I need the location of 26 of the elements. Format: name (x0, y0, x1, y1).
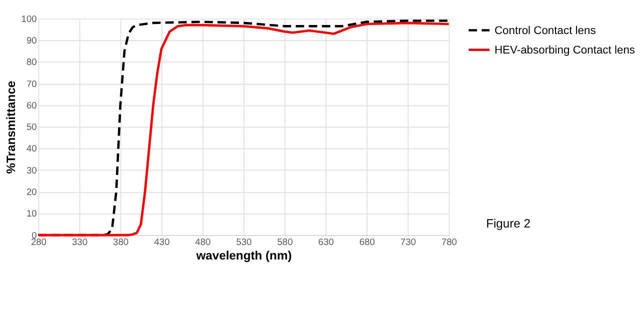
legend-label: Control Contact lens (494, 24, 596, 37)
x-tick-label: 380 (113, 236, 129, 247)
x-tick-label: 430 (154, 236, 170, 247)
y-tick-label: 20 (26, 187, 37, 198)
x-tick-label: 680 (359, 236, 375, 247)
y-axis-title: %Transmittance (4, 80, 18, 174)
y-tick-label: 10 (26, 208, 37, 219)
y-tick-label: 90 (26, 35, 37, 46)
x-tick-label: 530 (236, 236, 252, 247)
x-axis-title: wavelength (nm) (195, 248, 292, 263)
y-tick-label: 40 (26, 144, 37, 154)
y-tick-label: 0 (32, 230, 37, 240)
y-tick-label: 80 (26, 57, 37, 68)
x-tick-label: 730 (400, 236, 416, 247)
x-tick-label: 630 (318, 236, 334, 247)
x-tick-label: 780 (441, 236, 457, 247)
y-tick-label: 70 (26, 78, 37, 89)
x-tick-label: 330 (72, 236, 88, 247)
y-tick-label: 30 (26, 165, 37, 176)
legend-label: HEV-absorbing Contact lens (494, 44, 636, 57)
y-tick-label: 100 (21, 14, 37, 24)
x-tick-label: 580 (277, 236, 293, 247)
caption: Figure 2 (486, 216, 531, 231)
y-tick-label: 50 (26, 122, 37, 132)
x-tick-label: 480 (195, 236, 211, 247)
y-tick-label: 60 (26, 100, 37, 110)
